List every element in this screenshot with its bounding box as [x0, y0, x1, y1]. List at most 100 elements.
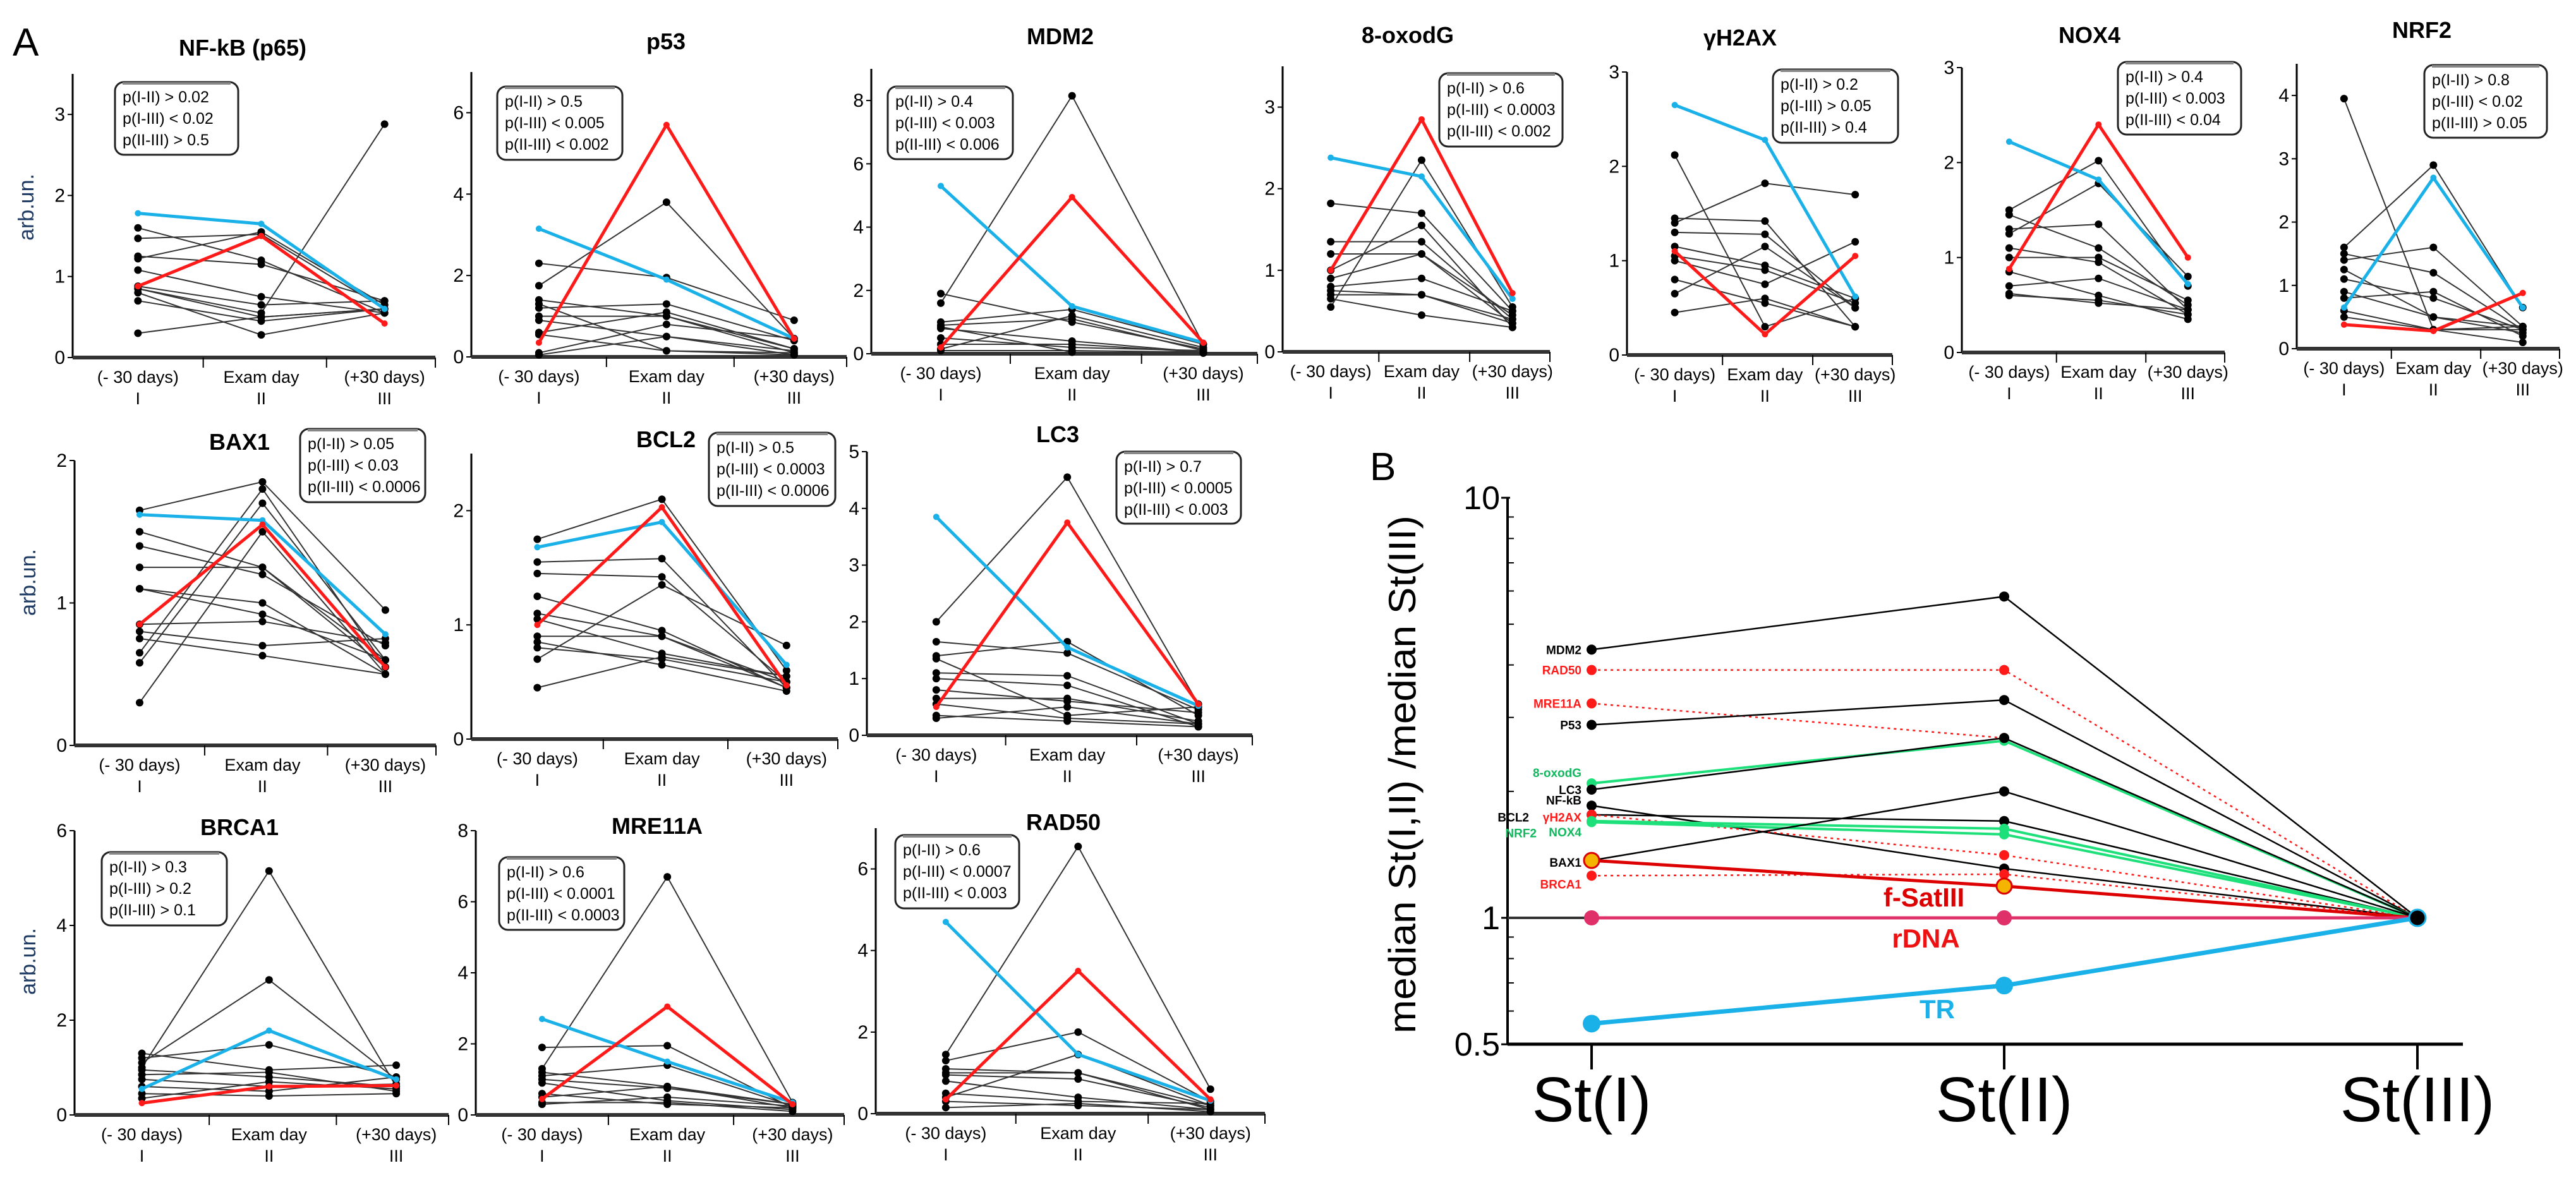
x-category-numeral: I — [938, 385, 943, 404]
data-point — [2184, 280, 2191, 287]
data-point — [1671, 243, 1679, 251]
y-tick-label: 1 — [849, 668, 859, 689]
subject-line — [936, 92, 1207, 348]
data-point — [2340, 256, 2348, 264]
panel-nrf2: NRF2 0 1 2 3 4 (- 30 days) I Exam day II (+30 days… — [2278, 17, 2563, 399]
p-value-text: p(I-III) < 0.02 — [123, 110, 214, 128]
p-value-text: p(I-II) > 0.5 — [505, 93, 583, 111]
data-point — [135, 649, 143, 657]
y-tick-label: 3 — [1944, 57, 1954, 78]
data-point — [2340, 250, 2348, 258]
data-point — [1508, 315, 1516, 323]
subject-line — [1671, 294, 1859, 331]
y-tick-label: 1 — [56, 593, 67, 614]
data-point — [2519, 338, 2527, 346]
data-point — [662, 320, 670, 328]
data-point — [258, 642, 267, 650]
data-point — [941, 1104, 950, 1112]
panel-title: NRF2 — [2392, 17, 2452, 43]
x-category-numeral: I — [2007, 384, 2012, 403]
series-label: MRE11A — [1533, 697, 1581, 711]
data-point — [258, 617, 267, 625]
data-point — [2430, 174, 2437, 181]
data-point — [1417, 274, 1425, 282]
y-tick-label: 2 — [849, 611, 859, 632]
data-point — [932, 714, 940, 723]
data-point — [1761, 243, 1769, 251]
x-category-label: (- 30 days) — [1634, 365, 1715, 384]
data-point — [1851, 299, 1859, 307]
y-tick-label: 8 — [457, 821, 468, 841]
y-tick-label: 4 — [853, 217, 864, 238]
p-value-text: p(I-II) > 0.4 — [2126, 68, 2203, 86]
data-point — [663, 1083, 672, 1090]
data-point — [257, 301, 265, 309]
data-point — [941, 1057, 950, 1065]
data-point — [258, 220, 265, 227]
data-point — [2340, 95, 2348, 103]
data-point — [2005, 230, 2013, 238]
series-label: RAD50 — [1542, 665, 1581, 678]
series-label: NOX4 — [1549, 826, 1581, 840]
data-point — [381, 656, 389, 664]
panel-title: BCL2 — [636, 426, 696, 452]
data-point — [1063, 671, 1072, 680]
y-tick-label: 0 — [853, 344, 864, 364]
series-line — [537, 596, 787, 689]
y-tick-label: 4 — [56, 915, 67, 936]
data-point — [381, 670, 389, 678]
data-point — [538, 1044, 546, 1052]
x-category-label: St(II) — [1936, 1064, 2073, 1135]
data-point — [1417, 250, 1425, 258]
y-tick-label: 2 — [1264, 179, 1275, 200]
data-point — [2095, 244, 2103, 252]
data-point — [134, 234, 142, 243]
data-point — [1195, 701, 1202, 707]
highlight-line-red — [138, 1082, 400, 1107]
data-point — [265, 1027, 272, 1034]
data-point — [535, 282, 543, 290]
data-point — [2519, 332, 2527, 340]
x-category-label: (- 30 days) — [905, 1124, 986, 1143]
p-value-text: p(I-III) < 0.0005 — [1124, 479, 1233, 497]
data-point — [1583, 852, 1600, 869]
data-point — [2005, 265, 2012, 272]
data-point — [138, 1054, 146, 1062]
data-point — [138, 1100, 145, 1107]
data-point — [134, 297, 142, 305]
data-point — [257, 292, 265, 301]
data-point — [533, 593, 541, 600]
data-point — [662, 308, 670, 316]
data-point — [2429, 243, 2438, 251]
x-category-label: Exam day — [629, 1125, 706, 1144]
data-point — [1761, 294, 1769, 303]
data-point — [258, 485, 267, 493]
x-category-label: (+30 days) — [2148, 363, 2228, 382]
data-point — [663, 873, 672, 881]
subject-line — [135, 499, 389, 667]
panel-title: p53 — [646, 28, 686, 54]
series-label: BRCA1 — [1540, 878, 1582, 891]
data-point — [534, 622, 541, 629]
y-axis-label: median St(I,II) /median St(III) — [1381, 515, 1424, 1033]
panel-title: MDM2 — [1027, 23, 1094, 49]
data-point — [2340, 275, 2348, 283]
data-point — [1852, 293, 1859, 300]
data-point — [257, 309, 265, 317]
subject-line — [2340, 287, 2527, 340]
data-point — [1075, 968, 1082, 974]
subject-line — [533, 653, 790, 692]
data-point — [2005, 138, 2012, 145]
x-category-numeral: II — [1067, 385, 1077, 404]
data-point — [2184, 272, 2192, 280]
data-point — [662, 332, 670, 340]
data-point — [658, 573, 666, 581]
p-value-box: p(I-II) > 0.05 p(I-III) < 0.03 p(II-III) <… — [299, 428, 426, 503]
data-point — [782, 641, 790, 649]
data-point — [380, 297, 389, 305]
x-category-numeral: I — [2342, 380, 2347, 399]
x-category-numeral: I — [140, 1147, 145, 1165]
x-category-label: (+30 days) — [752, 1125, 833, 1144]
y-tick-label: 3 — [54, 104, 65, 125]
highlight-line-red — [135, 232, 388, 327]
